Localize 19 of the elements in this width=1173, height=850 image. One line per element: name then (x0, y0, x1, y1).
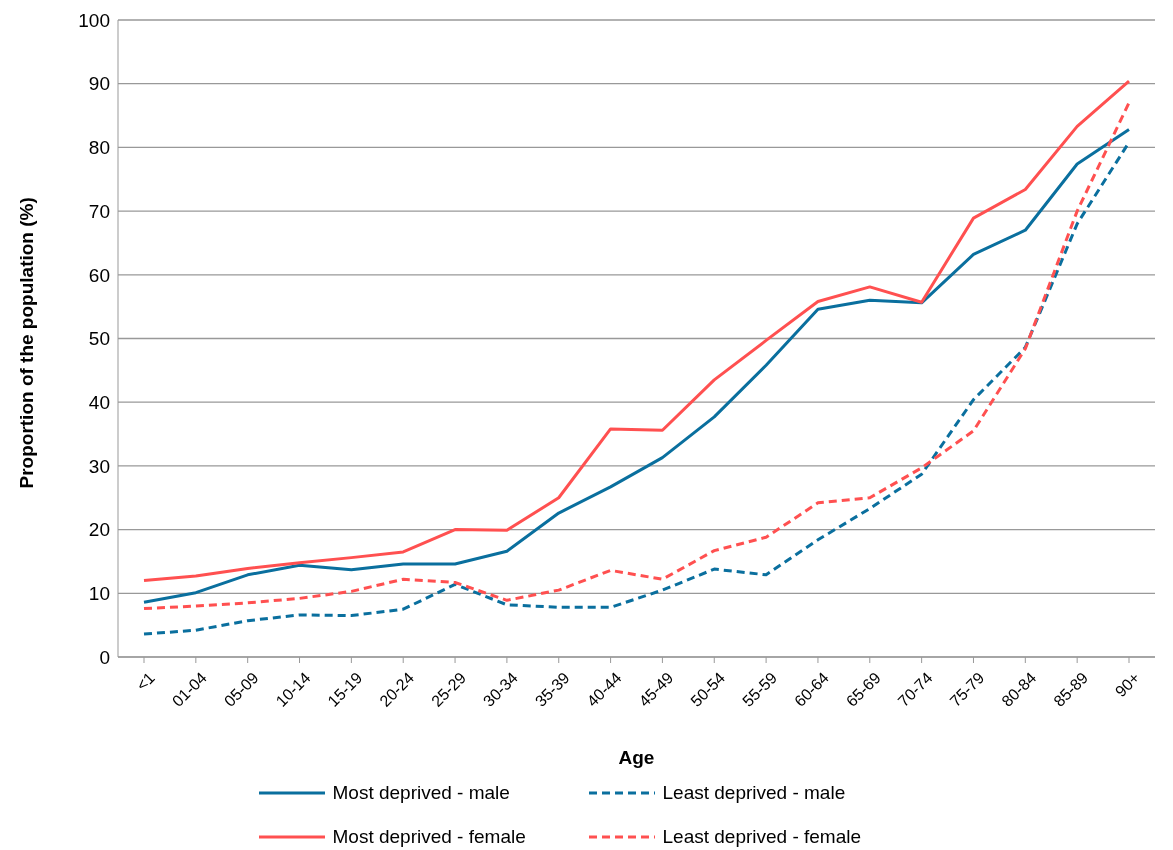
y-tick-label: 90 (88, 73, 110, 95)
y-tick-label: 40 (88, 391, 110, 413)
y-tick-label: 30 (88, 455, 110, 477)
y-axis-title: Proportion of the population (%) (15, 197, 37, 489)
y-tick-label: 20 (88, 519, 110, 541)
legend-label: Least deprived - male (662, 782, 846, 804)
y-tick-label: 80 (88, 137, 110, 159)
legend-label: Most deprived - female (332, 826, 526, 848)
x-tick-label: 90+ (1111, 669, 1144, 701)
y-tick-label: 10 (88, 583, 110, 605)
y-tick-label: 60 (88, 264, 110, 286)
y-tick-label: 0 (99, 646, 110, 668)
y-tick-label: 50 (88, 328, 110, 350)
y-tick-label: 100 (78, 9, 110, 31)
x-axis-title: Age (618, 747, 655, 768)
y-tick-label: 70 (88, 200, 110, 222)
legend-label: Most deprived - male (332, 782, 510, 804)
legend-label: Least deprived - female (662, 826, 862, 848)
x-tick-label: <1 (133, 668, 159, 694)
